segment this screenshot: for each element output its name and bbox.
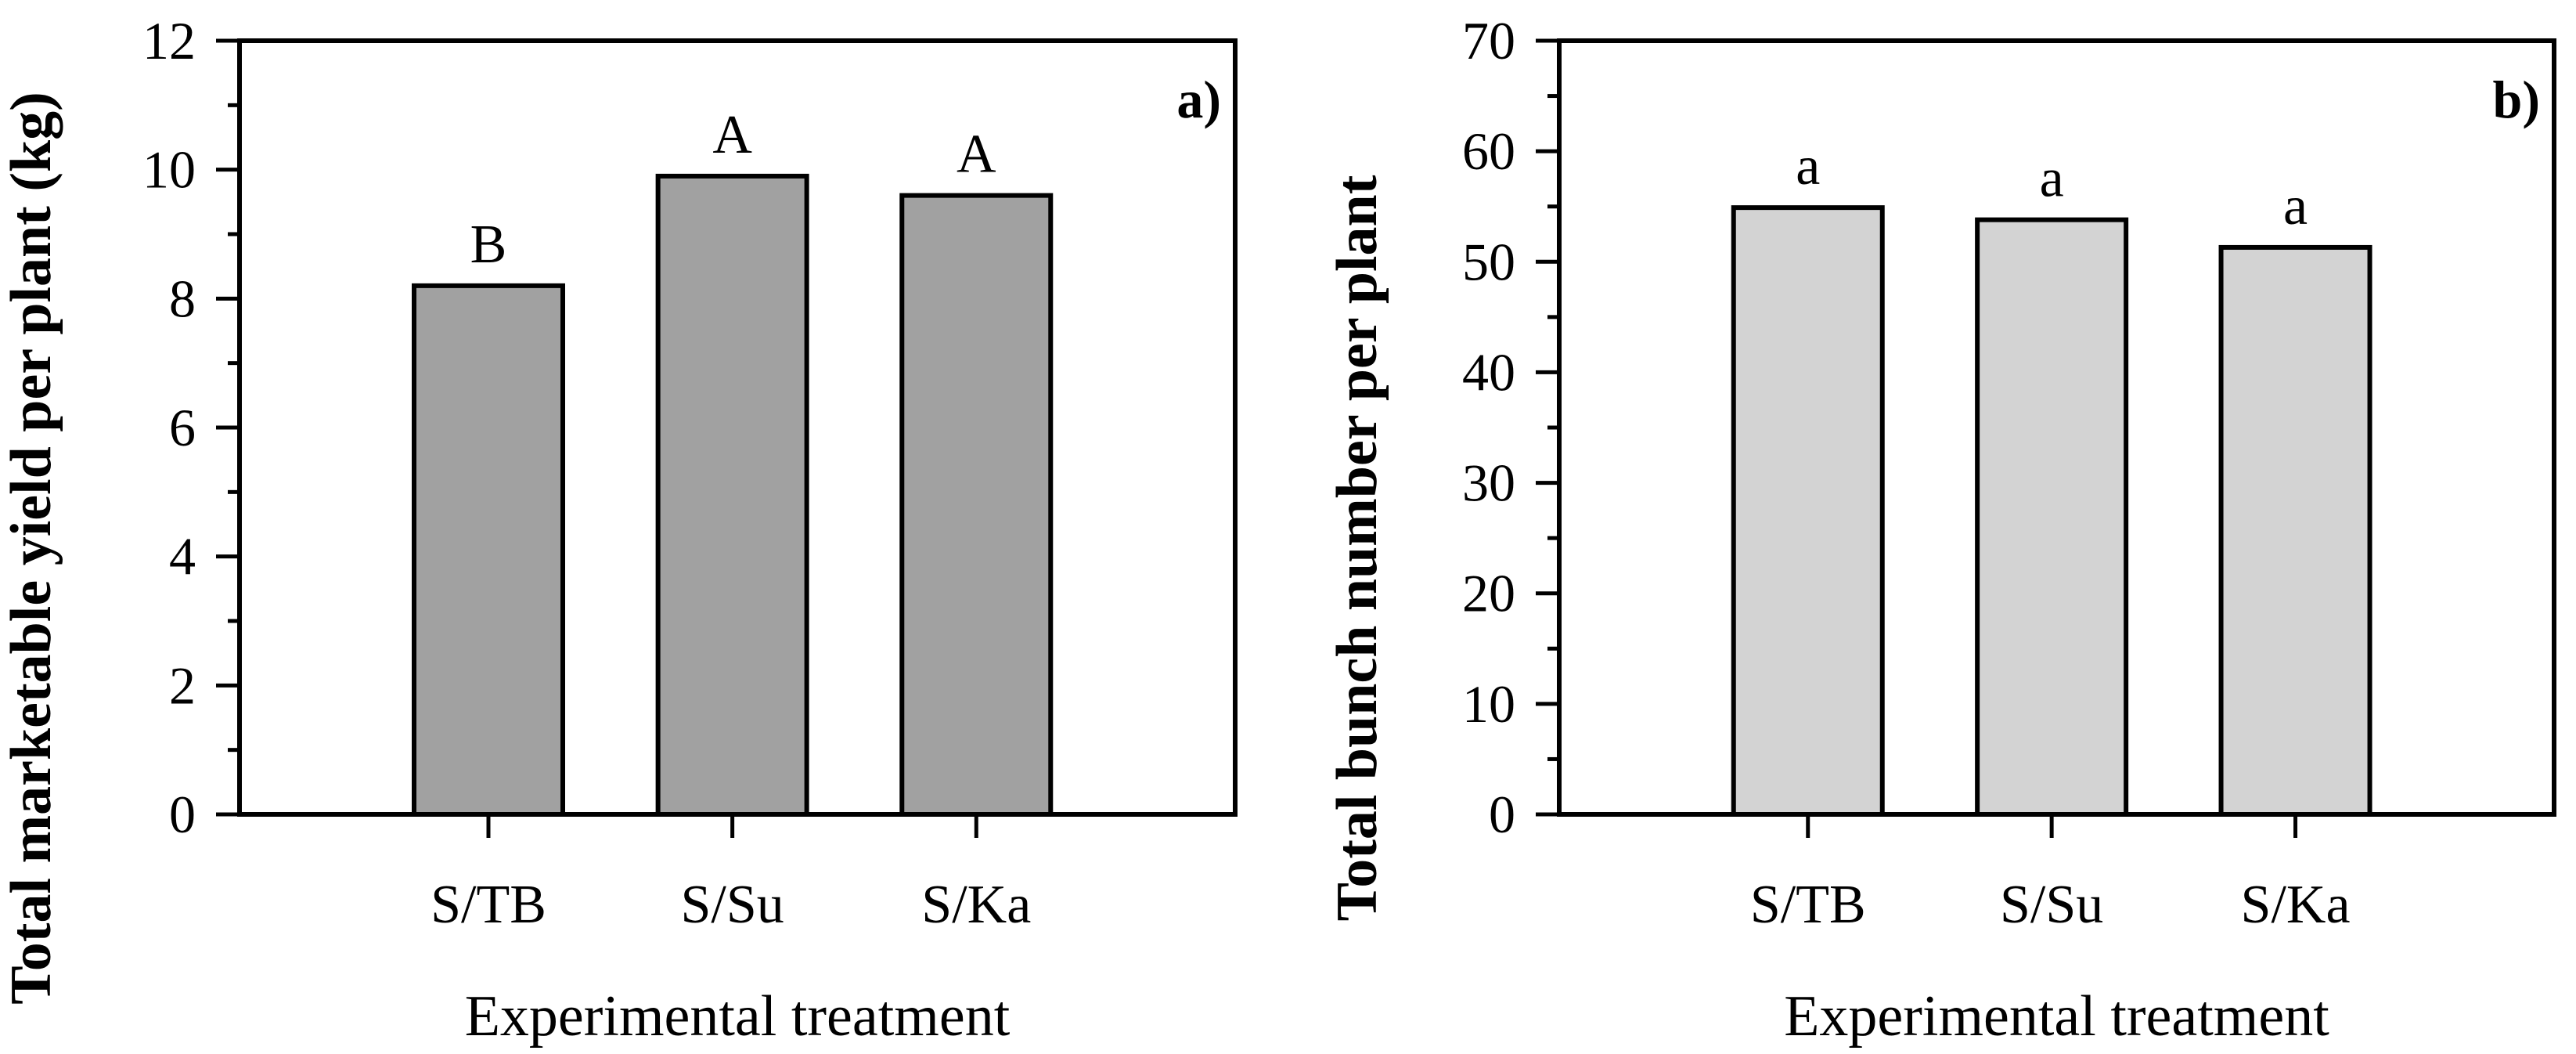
bar-s-ka [2218,244,2372,817]
y-tick-label: 8 [169,269,196,328]
y-tick-label: 2 [169,655,196,715]
y-tick-label: 60 [1462,121,1515,181]
bar-s-tb [412,283,565,818]
y-tick-label: 50 [1462,232,1515,291]
bar-s-su [655,173,809,817]
x-category-label: S/TB [1750,875,1866,935]
x-category-label: S/Ka [2241,875,2351,935]
y-tick-label: 12 [142,11,196,70]
bar-s-tb [1731,205,1885,817]
y-tick-label: 40 [1462,342,1515,402]
y-tick-label: 10 [142,140,196,200]
y-tick-label: 70 [1462,11,1515,70]
y-tick-label: 0 [169,785,196,844]
y-tick-label: 0 [1489,785,1515,844]
x-category-label: S/Su [2000,875,2103,935]
bar-s-su [1975,217,2129,817]
x-category-label: S/Ka [921,875,1031,935]
panel-b: 0 10 20 30 40 50 60 70 S/TB S/Su S/Ka a a a b) Total bu… [1288,0,2576,1054]
bar-chart-panel-a: 0 2 4 6 8 10 12 S/TB S/Su S/Ka B A Aa) Total marketab… [0,11,1238,1049]
x-axis-title: Experimental treatment [465,984,1011,1049]
y-tick-label: 20 [1462,564,1515,623]
significance-letter: a [2283,176,2308,236]
y-axis-title: Total bunch number per plant [1325,175,1389,921]
x-axis-title: Experimental treatment [1784,984,2329,1049]
y-tick-label: 10 [1462,674,1515,734]
x-category-label: S/Su [680,875,784,935]
y-tick-label: 30 [1462,453,1515,513]
significance-letter: a [1796,136,1820,197]
y-axis-title: Total marketable yield per plant (kg) [0,92,63,1005]
panel-label: b) [2493,70,2540,129]
panel-label: a) [1176,70,1221,129]
significance-letter: A [712,105,752,165]
significance-letter: a [2040,149,2064,209]
bar-s-ka [899,193,1054,818]
y-tick-label: 6 [169,398,196,457]
significance-letter: A [957,125,996,185]
x-category-label: S/TB [431,875,546,935]
y-tick-label: 4 [169,527,196,587]
significance-letter: B [470,215,507,275]
bar-chart-panel-b: 0 10 20 30 40 50 60 70 S/TB S/Su S/Ka a a a b) Total bu… [1325,11,2556,1049]
